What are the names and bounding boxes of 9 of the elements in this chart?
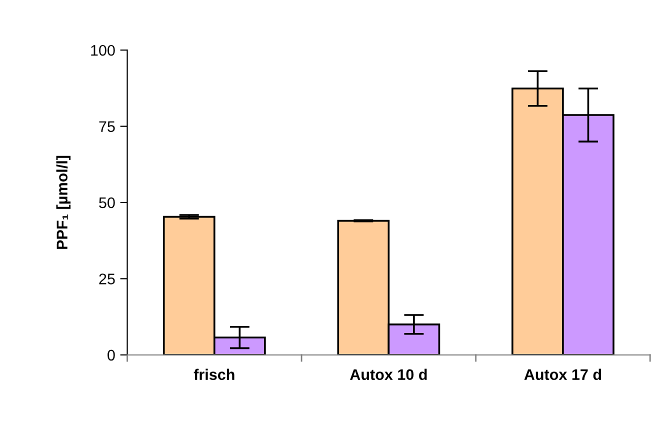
y-tick-label: 100	[91, 44, 115, 56]
y-tick-label: 25	[99, 274, 115, 284]
y-tick-label: 50	[99, 197, 115, 208]
x-tick-label: Autox 10 d	[350, 368, 427, 380]
x-tick-label: Autox 17 d	[524, 368, 602, 380]
y-axis-title: PPF₁ [µmol/l]	[56, 156, 71, 249]
y-tick-label: 75	[99, 121, 115, 132]
x-tick-label: frisch	[194, 368, 234, 380]
y-tick-label: 0	[108, 350, 115, 361]
